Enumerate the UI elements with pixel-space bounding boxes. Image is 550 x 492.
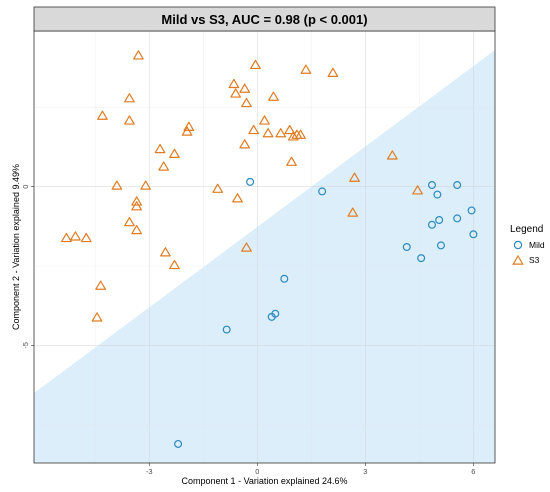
- point-s3: [259, 115, 270, 125]
- legend-key-mild: [513, 240, 523, 250]
- point-s3: [347, 207, 359, 217]
- point-mild: [469, 230, 478, 239]
- x-tick-label: 0: [255, 467, 259, 476]
- point-mild: [453, 181, 462, 190]
- point-s3: [131, 224, 142, 235]
- point-s3: [241, 97, 252, 108]
- point-mild: [280, 274, 289, 283]
- point-mild: [402, 243, 411, 252]
- point-s3: [262, 128, 274, 138]
- point-mild: [318, 187, 327, 196]
- x-axis-title: Component 1 - Variation explained 24.6%: [182, 476, 348, 486]
- point-s3: [212, 183, 224, 193]
- data-points: [61, 50, 478, 448]
- point-s3: [111, 180, 123, 190]
- point-s3: [169, 259, 180, 270]
- point-s3: [181, 126, 193, 136]
- point-s3: [95, 280, 106, 290]
- x-axis-ticks: -3 0 3 6: [146, 463, 475, 476]
- point-s3: [284, 124, 296, 135]
- legend-label-mild: Mild: [529, 240, 545, 250]
- point-s3: [250, 59, 261, 70]
- point-s3: [239, 139, 251, 149]
- point-s3: [169, 148, 180, 158]
- point-s3: [230, 88, 242, 98]
- point-s3: [295, 129, 306, 139]
- point-s3: [80, 232, 92, 243]
- y-axis-ticks: -5 0: [21, 185, 34, 349]
- legend-title: Legend: [510, 224, 543, 235]
- point-mild: [467, 206, 476, 215]
- point-mild: [246, 177, 255, 186]
- legend-key-s3: [512, 254, 524, 265]
- point-s3: [131, 201, 142, 211]
- x-tick-label: -3: [146, 467, 153, 476]
- point-s3: [140, 180, 151, 190]
- point-s3: [239, 83, 251, 93]
- title-strip-background: [33, 6, 496, 32]
- point-s3: [248, 124, 260, 135]
- x-tick-label: 3: [363, 467, 367, 476]
- point-mild: [435, 216, 444, 225]
- point-s3: [241, 242, 252, 252]
- point-mild: [174, 439, 183, 448]
- chart-title: Mild vs S3, AUC = 0.98 (p < 0.001): [161, 12, 367, 27]
- point-s3: [124, 93, 135, 103]
- point-s3: [228, 78, 240, 89]
- point-s3: [133, 50, 144, 60]
- y-tick-label: -5: [21, 342, 30, 349]
- point-mild: [453, 214, 462, 223]
- point-s3: [160, 247, 171, 257]
- point-s3: [412, 185, 423, 195]
- point-s3: [387, 150, 398, 160]
- point-mild: [427, 181, 436, 190]
- point-s3: [287, 131, 299, 141]
- point-s3: [97, 110, 108, 120]
- legend-label-s3: S3: [529, 255, 540, 265]
- point-s3: [300, 64, 312, 74]
- point-s3: [70, 231, 81, 241]
- point-s3: [286, 156, 297, 166]
- point-mild: [427, 220, 436, 229]
- point-mild: [417, 254, 426, 263]
- legend: Legend Mild S3: [510, 224, 545, 265]
- point-s3: [124, 115, 135, 125]
- point-s3: [124, 216, 135, 227]
- y-tick-label: 0: [21, 185, 30, 189]
- point-s3: [268, 91, 279, 101]
- point-mild: [222, 325, 231, 334]
- point-s3: [154, 143, 166, 154]
- point-s3: [327, 67, 339, 77]
- point-mild: [433, 190, 442, 199]
- point-s3: [61, 232, 72, 243]
- point-s3: [131, 196, 142, 206]
- x-tick-label: 6: [471, 467, 475, 476]
- point-s3: [232, 193, 243, 203]
- point-mild: [267, 312, 276, 321]
- point-s3: [158, 161, 170, 171]
- point-s3: [275, 128, 287, 138]
- point-s3: [91, 312, 103, 322]
- point-mild: [436, 241, 445, 250]
- point-s3: [349, 172, 360, 182]
- title-strip: Mild vs S3, AUC = 0.98 (p < 0.001): [33, 6, 496, 32]
- y-axis-title: Component 2 - Variation explained 9.49%: [11, 164, 21, 330]
